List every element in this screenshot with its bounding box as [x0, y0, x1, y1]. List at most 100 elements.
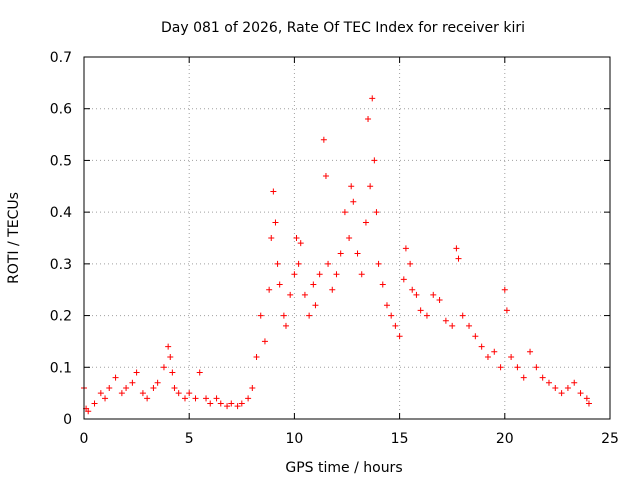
- data-point: [272, 219, 279, 226]
- data-point: [400, 276, 407, 283]
- data-point: [287, 291, 294, 298]
- data-point: [301, 291, 308, 298]
- data-point: [274, 260, 281, 267]
- data-point: [306, 312, 313, 319]
- y-tick-label: 0.5: [50, 153, 72, 169]
- data-point: [466, 322, 473, 329]
- data-point: [169, 369, 176, 376]
- data-point: [413, 291, 420, 298]
- data-point: [436, 297, 443, 304]
- y-tick-label: 0.2: [50, 309, 72, 325]
- data-point: [291, 271, 298, 278]
- data-point: [144, 395, 151, 402]
- x-axis-label: GPS time / hours: [285, 460, 402, 476]
- data-point: [268, 235, 275, 241]
- data-point: [365, 116, 372, 123]
- data-point: [539, 374, 546, 381]
- y-tick-label: 0: [63, 412, 72, 428]
- data-point: [192, 395, 199, 402]
- data-point: [91, 400, 98, 407]
- chart-title: Day 081 of 2026, Rate Of TEC Index for r…: [161, 20, 525, 36]
- data-point: [348, 183, 355, 190]
- data-point: [320, 136, 327, 143]
- data-point: [520, 374, 527, 381]
- data-point: [165, 343, 172, 350]
- data-point: [106, 384, 113, 391]
- x-tick-label: 0: [80, 431, 89, 447]
- y-tick-label: 0.7: [50, 50, 72, 66]
- data-point: [459, 312, 466, 319]
- data-point: [228, 400, 235, 407]
- data-point: [533, 364, 540, 371]
- data-point: [312, 302, 319, 309]
- data-point: [207, 400, 214, 407]
- data-point: [409, 286, 416, 293]
- data-point: [245, 395, 252, 402]
- data-point: [154, 379, 161, 386]
- data-point: [455, 255, 462, 262]
- y-tick-labels: 0 0.1 0.2 0.3 0.4 0.5 0.6 0.7: [50, 50, 72, 428]
- data-point: [449, 322, 456, 329]
- data-point: [266, 286, 273, 293]
- data-point: [293, 235, 300, 241]
- data-point: [213, 395, 220, 402]
- axis-ticks: [83, 56, 611, 420]
- data-point: [167, 353, 174, 360]
- data-point: [253, 353, 260, 360]
- data-point: [150, 384, 157, 391]
- data-point: [545, 379, 552, 386]
- data-point: [501, 286, 508, 293]
- data-point: [186, 390, 193, 397]
- data-point: [341, 209, 348, 216]
- data-point: [558, 390, 565, 397]
- x-tick-label: 5: [185, 431, 194, 447]
- data-point: [261, 338, 268, 345]
- data-point: [171, 384, 178, 391]
- data-point: [333, 271, 340, 278]
- data-point: [276, 281, 283, 288]
- data-point: [249, 384, 256, 391]
- data-point: [407, 260, 414, 267]
- y-tick-label: 0.6: [50, 102, 72, 118]
- data-point: [388, 312, 395, 319]
- data-point: [295, 260, 302, 267]
- y-axis-label: ROTI / TECUs: [6, 192, 22, 284]
- data-point: [514, 364, 521, 371]
- data-point: [238, 400, 245, 407]
- data-point: [571, 379, 578, 386]
- data-point: [97, 390, 104, 397]
- y-tick-label: 0.4: [50, 205, 72, 221]
- data-point: [417, 307, 424, 314]
- data-point: [85, 408, 92, 415]
- data-point: [367, 183, 374, 190]
- data-point: [423, 312, 430, 319]
- data-point: [379, 281, 386, 288]
- data-point: [350, 198, 357, 205]
- data-point: [270, 188, 277, 195]
- data-point: [297, 240, 304, 247]
- data-point: [508, 353, 515, 360]
- data-point: [112, 374, 119, 381]
- data-point: [371, 157, 378, 164]
- data-point: [118, 390, 125, 397]
- data-point: [129, 379, 136, 386]
- data-point: [346, 235, 353, 241]
- data-point: [577, 390, 584, 397]
- data-point: [217, 400, 224, 407]
- x-tick-label: 15: [391, 431, 409, 447]
- data-point: [316, 271, 323, 278]
- data-point: [181, 395, 188, 402]
- data-point: [491, 348, 498, 355]
- data-point: [373, 209, 380, 216]
- data-point: [322, 172, 329, 179]
- data-point: [497, 364, 504, 371]
- data-points: [81, 95, 592, 415]
- data-point: [369, 95, 376, 102]
- data-point: [196, 369, 203, 376]
- data-point: [564, 384, 571, 391]
- data-point: [160, 364, 167, 371]
- data-point: [123, 384, 130, 391]
- data-point: [402, 245, 409, 252]
- data-point: [362, 219, 369, 226]
